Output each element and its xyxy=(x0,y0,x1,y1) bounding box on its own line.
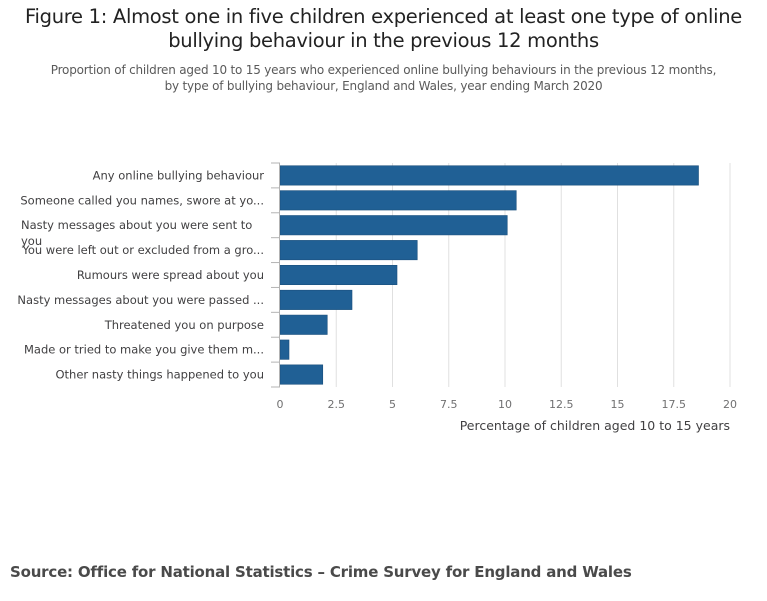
chart-subtitle: Proportion of children aged 10 to 15 yea… xyxy=(0,62,767,94)
category-label: Rumours were spread about you xyxy=(77,268,264,282)
chart-title: Figure 1: Almost one in five children ex… xyxy=(0,5,767,53)
x-tick-label: 12.5 xyxy=(549,398,574,411)
x-tick-label: 0 xyxy=(277,398,284,411)
category-label: Threatened you on purpose xyxy=(104,318,264,332)
x-tick-label: 2.5 xyxy=(328,398,346,411)
category-label: Other nasty things happened to you xyxy=(56,368,265,382)
category-label: Any online bullying behaviour xyxy=(93,168,265,182)
bar[interactable] xyxy=(279,289,353,310)
category-label: Nasty messages about you were sent to xyxy=(21,218,252,232)
x-tick-label: 7.5 xyxy=(440,398,458,411)
category-labels: Any online bullying behaviour Someone cal… xyxy=(17,168,264,381)
x-tick-label: 10 xyxy=(498,398,512,411)
x-tick-label: 15 xyxy=(611,398,625,411)
x-tick-label: 17.5 xyxy=(662,398,687,411)
category-label-overflow: you xyxy=(21,234,42,248)
chart-subtitle-line-2: by type of bullying behaviour, England a… xyxy=(164,79,603,93)
chart-title-line-2: bullying behaviour in the previous 12 mo… xyxy=(168,29,599,52)
bar[interactable] xyxy=(279,190,517,211)
chart-subtitle-line-1: Proportion of children aged 10 to 15 yea… xyxy=(50,63,717,77)
bar[interactable] xyxy=(279,240,418,261)
bar[interactable] xyxy=(279,339,290,360)
bar-chart: Any online bullying behaviour Someone cal… xyxy=(17,162,738,433)
chart-title-line-1: Figure 1: Almost one in five children ex… xyxy=(25,5,742,28)
category-label: Someone called you names, swore at yo... xyxy=(20,193,264,207)
bar[interactable] xyxy=(279,264,398,286)
category-label: Made or tried to make you give them m... xyxy=(24,343,264,357)
category-label: You were left out or excluded from a gro… xyxy=(21,243,264,257)
y-axis xyxy=(271,162,280,388)
bars xyxy=(279,165,699,385)
x-axis-title: Percentage of children aged 10 to 15 yea… xyxy=(460,418,730,433)
x-tick-label: 20 xyxy=(723,398,737,411)
x-tick-label: 5 xyxy=(389,398,396,411)
x-tick-labels: 0 2.5 5 7.5 10 12.5 15 17.5 20 xyxy=(277,398,738,411)
bar[interactable] xyxy=(279,165,699,186)
bar[interactable] xyxy=(279,215,508,236)
source-note: Source: Office for National Statistics –… xyxy=(10,563,632,581)
bar[interactable] xyxy=(279,364,324,385)
bar[interactable] xyxy=(279,314,328,335)
category-label: Nasty messages about you were passed ... xyxy=(17,293,264,307)
